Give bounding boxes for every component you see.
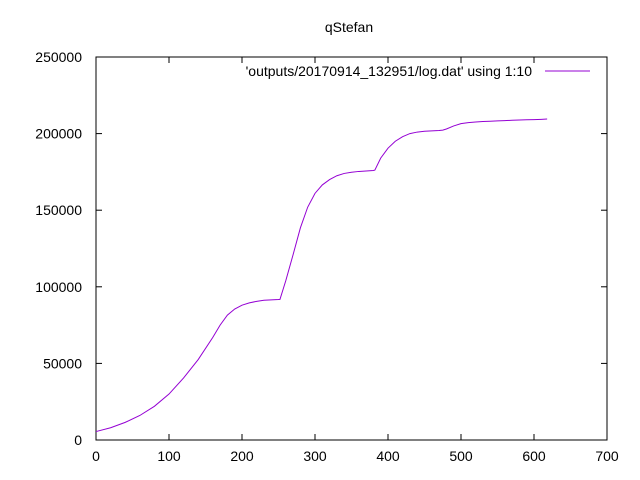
legend-label: 'outputs/20170914_132951/log.dat' using … <box>246 63 533 79</box>
plot-frame <box>95 56 608 441</box>
y-tick-label: 100000 <box>35 279 82 295</box>
y-tick-label: 250000 <box>35 49 82 65</box>
chart-title: qStefan <box>325 19 373 35</box>
x-tick-label: 100 <box>157 448 181 464</box>
x-tick-label: 200 <box>230 448 254 464</box>
series-line <box>95 118 548 433</box>
legend: 'outputs/20170914_132951/log.dat' using … <box>246 63 590 79</box>
x-tick-label: 0 <box>92 448 100 464</box>
y-tick-label: 50000 <box>43 355 82 371</box>
x-tick-label: 500 <box>449 448 473 464</box>
x-tick-label: 700 <box>595 448 619 464</box>
y-tick-label: 200000 <box>35 126 82 142</box>
axis-ticks: 0 100 200 300 400 500 600 700 0 50000 100000 150000… <box>35 49 619 464</box>
x-tick-label: 400 <box>376 448 400 464</box>
x-tick-label: 600 <box>522 448 546 464</box>
y-tick-label: 0 <box>74 432 82 448</box>
y-tick-label: 150000 <box>35 202 82 218</box>
series-layer <box>95 118 548 433</box>
x-tick-label: 300 <box>303 448 327 464</box>
